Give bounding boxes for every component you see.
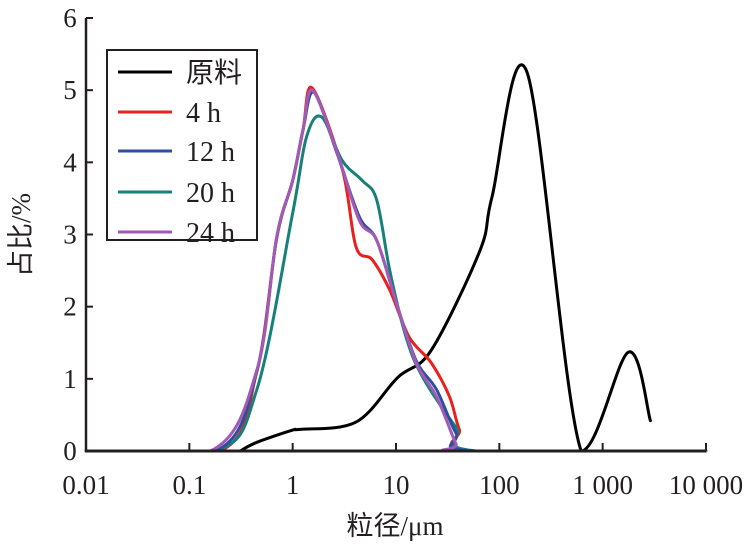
legend-label: 24 h <box>186 218 235 249</box>
y-tick-label: 1 <box>63 364 77 394</box>
legend-label: 4 h <box>186 98 221 129</box>
y-axis-title: 占比/% <box>6 193 36 277</box>
x-tick-label: 0.1 <box>172 470 206 500</box>
y-tick-label: 0 <box>63 436 77 466</box>
x-tick-label: 1 <box>286 470 300 500</box>
legend-label: 20 h <box>186 178 235 209</box>
y-ticks: 0 1 2 3 4 5 6 <box>63 3 93 466</box>
series-line-0 <box>238 63 652 453</box>
legend-label: 12 h <box>186 137 235 168</box>
y-tick-label: 4 <box>63 147 77 177</box>
x-axis-title: 粒径/μm <box>347 511 444 541</box>
x-tick-label: 10 000 <box>669 470 743 500</box>
series-line-3 <box>84 114 708 453</box>
x-tick-label: 0.01 <box>62 470 109 500</box>
y-tick-label: 6 <box>63 3 77 33</box>
legend-label: 原料 <box>186 57 242 89</box>
x-tick-label: 100 <box>479 470 520 500</box>
legend: 原料 4 h 12 h 20 h 24 h <box>106 49 258 249</box>
y-tick-label: 2 <box>63 292 77 322</box>
x-ticks: 0.01 0.1 1 10 100 1 000 10 000 <box>62 443 743 500</box>
series-line-4 <box>84 88 708 453</box>
y-tick-label: 5 <box>63 75 77 105</box>
legend-box <box>106 49 258 241</box>
y-tick-label: 3 <box>63 220 77 250</box>
x-tick-label: 10 <box>383 470 410 500</box>
x-tick-label: 1 000 <box>572 470 633 500</box>
